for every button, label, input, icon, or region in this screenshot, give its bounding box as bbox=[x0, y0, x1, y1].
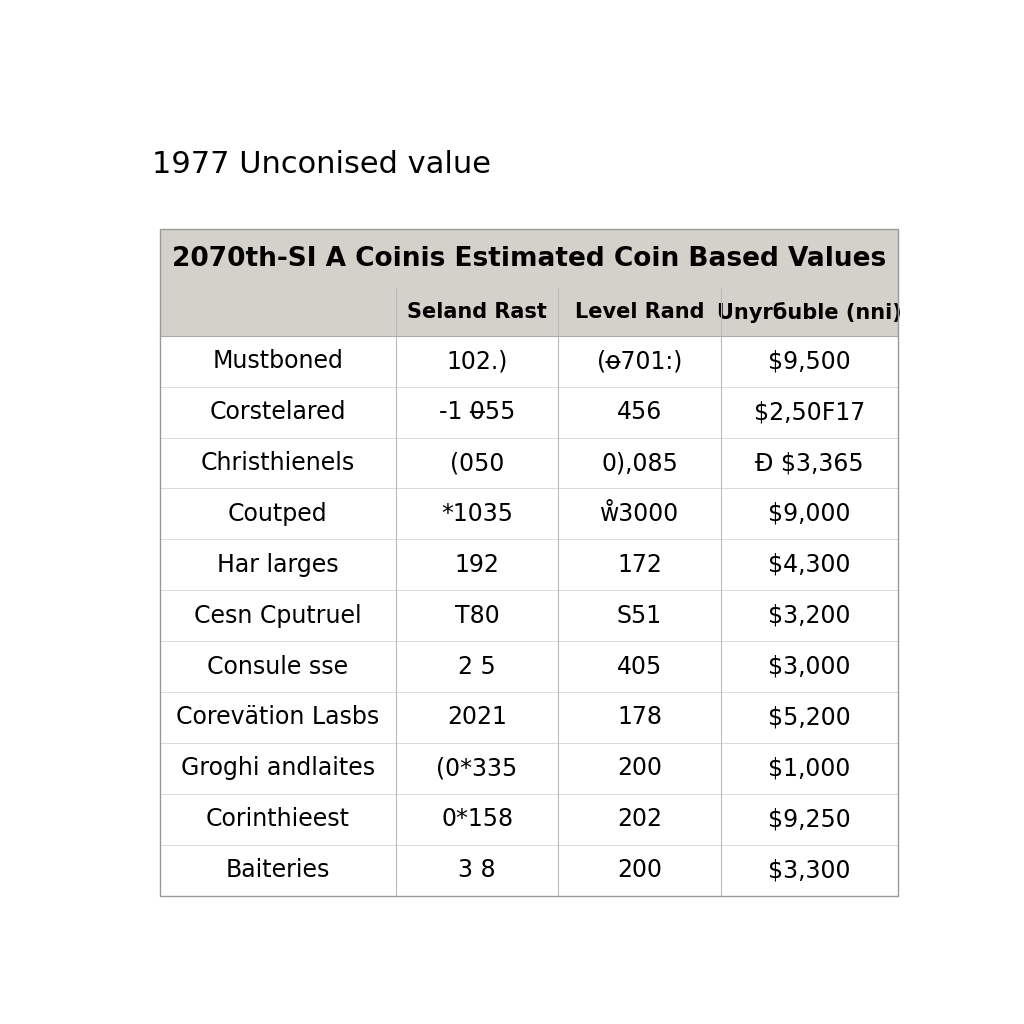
Text: Level Rand: Level Rand bbox=[574, 302, 705, 323]
Text: 172: 172 bbox=[617, 553, 662, 577]
Text: Christhienels: Christhienels bbox=[201, 451, 355, 475]
Text: (o̶701:): (o̶701:) bbox=[597, 349, 682, 373]
Bar bbox=[160, 590, 898, 641]
Text: Seland Rast: Seland Rast bbox=[408, 302, 547, 323]
Bar bbox=[160, 229, 898, 896]
Text: 200: 200 bbox=[617, 858, 662, 882]
Text: 192: 192 bbox=[455, 553, 500, 577]
Text: *1035: *1035 bbox=[441, 502, 513, 526]
Text: $3,300: $3,300 bbox=[768, 858, 851, 882]
Bar bbox=[160, 336, 898, 387]
Bar bbox=[160, 794, 898, 845]
Text: $4,300: $4,300 bbox=[768, 553, 851, 577]
Text: $9,500: $9,500 bbox=[768, 349, 851, 373]
Text: $9,000: $9,000 bbox=[768, 502, 851, 526]
Text: S51: S51 bbox=[616, 604, 663, 628]
Text: 202: 202 bbox=[617, 807, 662, 831]
Text: 2070th-SI A Coinis Estimated Coin Based Values: 2070th-SI A Coinis Estimated Coin Based … bbox=[172, 246, 886, 272]
Text: -1 0̶55: -1 0̶55 bbox=[439, 400, 515, 424]
Text: $9,250: $9,250 bbox=[768, 807, 851, 831]
Text: ẘ3000: ẘ3000 bbox=[600, 502, 679, 526]
Text: Unyrбuble (nni): Unyrбuble (nni) bbox=[717, 302, 901, 323]
Text: (050: (050 bbox=[450, 451, 504, 475]
Text: Corinthieest: Corinthieest bbox=[206, 807, 350, 831]
Text: $3,200: $3,200 bbox=[768, 604, 851, 628]
Text: Coutped: Coutped bbox=[228, 502, 328, 526]
Bar bbox=[160, 641, 898, 692]
Text: (0*335: (0*335 bbox=[436, 757, 518, 780]
Text: Har larges: Har larges bbox=[217, 553, 339, 577]
Bar bbox=[160, 692, 898, 743]
Text: 456: 456 bbox=[616, 400, 663, 424]
Bar bbox=[160, 229, 898, 896]
Text: 200: 200 bbox=[617, 757, 662, 780]
Bar bbox=[160, 488, 898, 540]
Text: 0*158: 0*158 bbox=[441, 807, 513, 831]
Text: $3,000: $3,000 bbox=[768, 654, 851, 679]
Text: $5,200: $5,200 bbox=[768, 706, 851, 729]
Text: 0),085: 0),085 bbox=[601, 451, 678, 475]
Text: 2021: 2021 bbox=[447, 706, 507, 729]
Text: Consule sse: Consule sse bbox=[207, 654, 348, 679]
Text: Corevätion Lasbs: Corevätion Lasbs bbox=[176, 706, 380, 729]
Text: 102.): 102.) bbox=[446, 349, 508, 373]
Text: 178: 178 bbox=[617, 706, 662, 729]
Text: Ð $3,365: Ð $3,365 bbox=[755, 451, 863, 475]
Text: Cesn Cputruel: Cesn Cputruel bbox=[194, 604, 361, 628]
Bar bbox=[160, 845, 898, 896]
Bar bbox=[160, 437, 898, 488]
Bar bbox=[160, 387, 898, 437]
Text: $1,000: $1,000 bbox=[768, 757, 850, 780]
Text: Baiteries: Baiteries bbox=[225, 858, 330, 882]
Text: 405: 405 bbox=[616, 654, 663, 679]
Text: T80: T80 bbox=[455, 604, 500, 628]
Text: 3 8: 3 8 bbox=[459, 858, 496, 882]
Text: 2 5: 2 5 bbox=[458, 654, 496, 679]
Bar bbox=[160, 743, 898, 794]
Text: Groghi andlaites: Groghi andlaites bbox=[181, 757, 375, 780]
Text: $2,50F17: $2,50F17 bbox=[754, 400, 865, 424]
Text: Mustboned: Mustboned bbox=[212, 349, 343, 373]
Text: 1977 Unconised value: 1977 Unconised value bbox=[152, 151, 490, 179]
Text: Corstelared: Corstelared bbox=[210, 400, 346, 424]
Bar bbox=[160, 540, 898, 590]
